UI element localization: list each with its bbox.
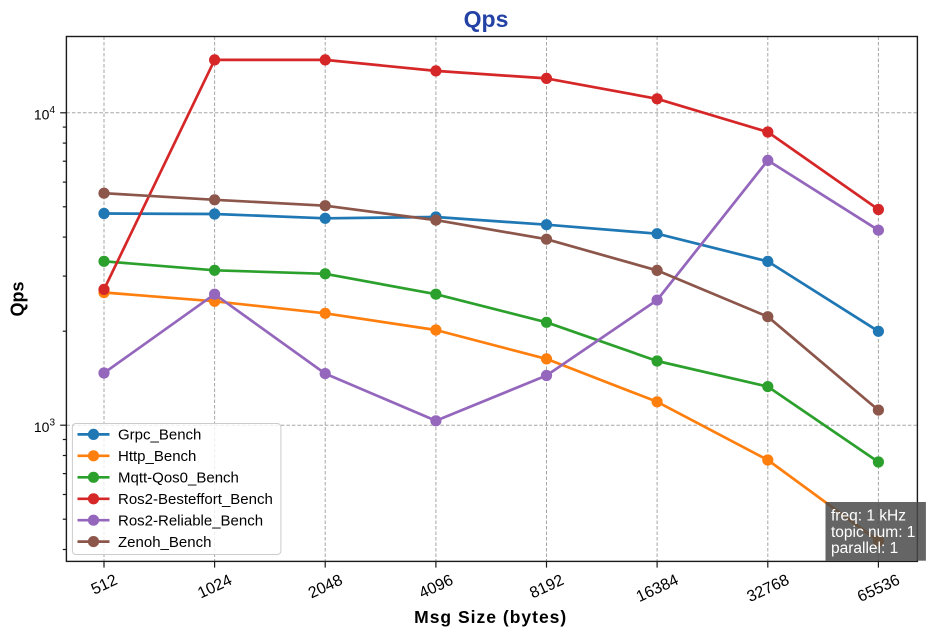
svg-text:Qps: Qps	[8, 281, 28, 316]
svg-text:parallel: 1: parallel: 1	[831, 540, 898, 557]
svg-text:Mqtt-Qos0_Bench: Mqtt-Qos0_Bench	[118, 470, 239, 487]
svg-text:freq: 1 kHz: freq: 1 kHz	[831, 508, 906, 525]
svg-text:Msg Size (bytes): Msg Size (bytes)	[414, 607, 567, 627]
svg-text:Http_Bench: Http_Bench	[118, 448, 196, 465]
svg-text:Ros2-Reliable_Bench: Ros2-Reliable_Bench	[118, 512, 263, 529]
svg-text:Qps: Qps	[464, 6, 509, 32]
svg-text:Grpc_Bench: Grpc_Bench	[118, 427, 201, 444]
svg-text:Zenoh_Bench: Zenoh_Bench	[118, 534, 211, 551]
svg-text:Ros2-Besteffort_Bench: Ros2-Besteffort_Bench	[118, 491, 273, 508]
svg-text:topic num: 1: topic num: 1	[831, 524, 915, 541]
